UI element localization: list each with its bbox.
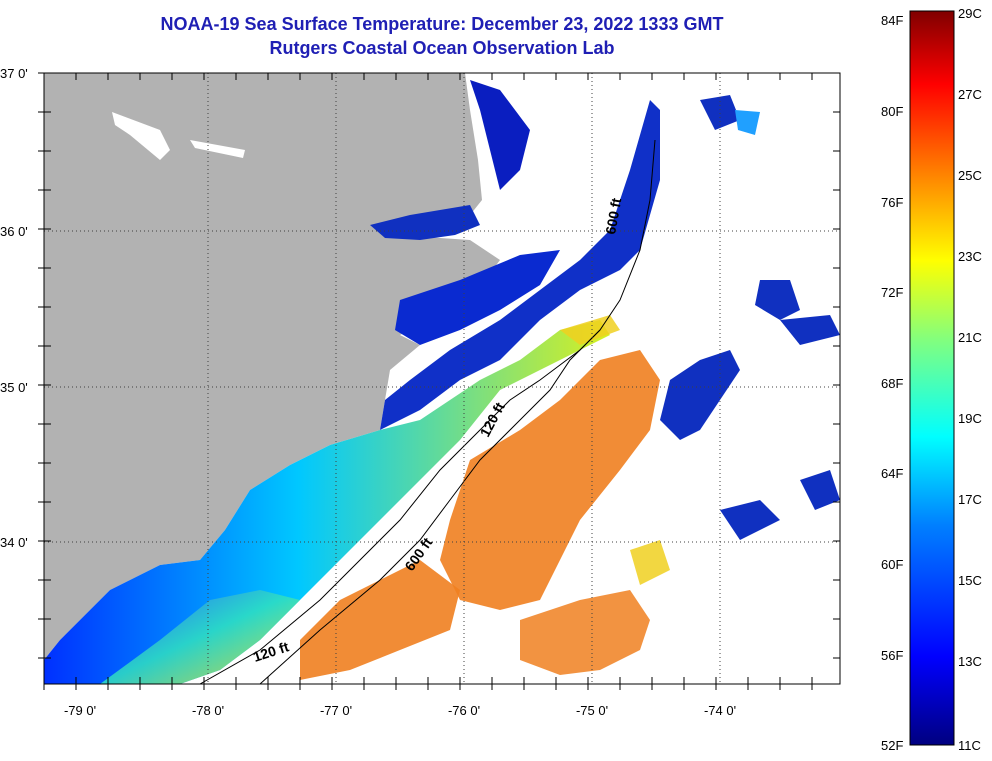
lon-label-74: -74 0': [704, 703, 736, 718]
land-area: [44, 73, 500, 660]
lon-label-76: -76 0': [448, 703, 480, 718]
inshore-warm: [100, 590, 300, 684]
colorbar-label-11c: 11C: [958, 738, 981, 753]
map-border: [43, 72, 841, 685]
lon-label-77: -77 0': [320, 703, 352, 718]
offshore-warm-patches: [300, 350, 660, 680]
pamlico-sound: [395, 250, 560, 345]
colorbar-label-80f: 80F: [881, 104, 904, 119]
lat-label-37: 37 0': [0, 66, 28, 81]
lat-label-35: 35 0': [0, 380, 28, 395]
coastal-sst: [44, 320, 610, 684]
colorbar: [909, 10, 955, 746]
colorbar-label-15c: 15C: [958, 573, 982, 588]
colorbar-label-19c: 19C: [958, 411, 982, 426]
map-subtitle: Rutgers Coastal Ocean Observation Lab: [269, 38, 615, 58]
grid-lines: [44, 73, 840, 684]
shelf-cold-water: [380, 100, 660, 430]
colorbar-label-21c: 21C: [958, 330, 982, 345]
lon-label-75: -75 0': [576, 703, 608, 718]
isobath-label-600ft-north: 600 ft: [602, 196, 624, 235]
map-title: NOAA-19 Sea Surface Temperature: Decembe…: [160, 14, 724, 34]
cold-patch-north: [470, 80, 530, 190]
colorbar-label-64f: 64F: [881, 466, 904, 481]
colorbar-label-56f: 56F: [881, 648, 904, 663]
colorbar-label-72f: 72F: [881, 285, 904, 300]
lake-white: [112, 112, 170, 160]
cyan-patch: [735, 110, 760, 135]
lake-white-2: [190, 140, 245, 158]
lat-label-36: 36 0': [0, 224, 28, 239]
isobath-120ft: [199, 329, 601, 684]
offshore-cold-patches: [660, 95, 840, 540]
lon-label-79: -79 0': [64, 703, 96, 718]
lat-label-34: 34 0': [0, 535, 28, 550]
colorbar-label-84f: 84F: [881, 13, 904, 28]
colorbar-label-17c: 17C: [958, 492, 982, 507]
colorbar-label-23c: 23C: [958, 249, 982, 264]
axis-ticks: [38, 72, 840, 690]
colorbar-label-13c: 13C: [958, 654, 982, 669]
colorbar-label-76f: 76F: [881, 195, 904, 210]
colorbar-label-27c: 27C: [958, 87, 982, 102]
colorbar-label-29c: 29C: [958, 6, 982, 21]
colorbar-label-52f: 52F: [881, 738, 904, 753]
colorbar-label-60f: 60F: [881, 557, 904, 572]
colorbar-label-68f: 68F: [881, 376, 904, 391]
colorbar-label-25c: 25C: [958, 168, 982, 183]
isobath-600ft: [259, 139, 656, 684]
lon-label-78: -78 0': [192, 703, 224, 718]
